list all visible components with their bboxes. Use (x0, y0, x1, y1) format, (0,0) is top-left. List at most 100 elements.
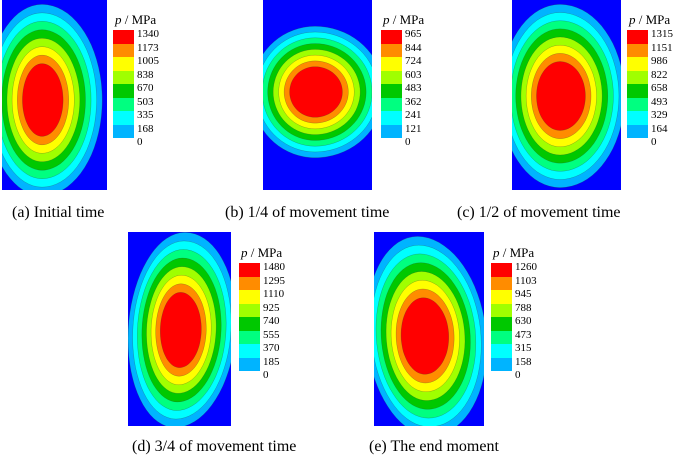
legend-swatch (381, 57, 402, 71)
legend-tick: 1151 (651, 41, 673, 54)
legend-tick: 315 (515, 342, 532, 354)
legend-tick: 121 (405, 122, 422, 135)
legend-tick: 168 (137, 122, 154, 135)
legend-tick: 329 (651, 109, 668, 121)
legend-tick: 493 (651, 95, 668, 108)
legend-tick: 844 (405, 41, 422, 54)
legend-tick: 0 (137, 136, 143, 148)
caption-e: (e) The end moment (369, 438, 499, 455)
contour-level-8 (536, 61, 586, 131)
legend-variable: p (493, 245, 500, 260)
legend-unit: / MPa (635, 12, 671, 27)
contour-plot-b (263, 0, 372, 190)
legend-tick: 1295 (263, 274, 285, 287)
legend-tick: 1315 (651, 28, 673, 40)
legend-swatch (381, 97, 402, 111)
legend-title-a: p / MPa (115, 12, 156, 28)
legend-tick: 362 (405, 95, 422, 108)
legend-swatch (381, 124, 402, 138)
legend-tick: 1103 (515, 274, 537, 287)
legend-tick: 473 (515, 328, 532, 341)
legend-tick: 1173 (137, 41, 159, 54)
legend-tick: 630 (515, 315, 532, 327)
caption-d: (d) 3/4 of movement time (132, 438, 297, 455)
legend-tick: 241 (405, 109, 422, 121)
caption-b: (b) 1/4 of movement time (225, 204, 390, 221)
legend-swatch (113, 84, 134, 98)
legend-title-b: p / MPa (383, 12, 424, 28)
legend-swatch (239, 290, 260, 304)
legend-swatch (491, 317, 512, 331)
legend-swatch (113, 43, 134, 57)
legend-tick: 788 (515, 301, 532, 314)
legend-tick: 158 (515, 355, 532, 368)
legend-tick: 670 (137, 82, 154, 94)
legend-tick: 1480 (263, 261, 285, 273)
legend-tick: 945 (515, 288, 532, 300)
legend-tick: 658 (651, 82, 668, 94)
legend-swatch (239, 357, 260, 371)
legend-unit: / MPa (389, 12, 425, 27)
legend-tick: 1110 (263, 288, 285, 300)
legend-tick: 185 (263, 355, 280, 368)
legend-swatch (113, 57, 134, 71)
legend-title-e: p / MPa (493, 245, 534, 261)
contour-level-8 (22, 63, 64, 137)
legend-variable: p (115, 12, 122, 27)
legend-unit: / MPa (247, 245, 283, 260)
legend-tick: 555 (263, 328, 280, 341)
legend-title-c: p / MPa (629, 12, 670, 28)
legend-swatch (627, 84, 648, 98)
legend-tick: 822 (651, 68, 668, 81)
legend-swatch (627, 30, 648, 44)
caption-a: (a) Initial time (12, 204, 105, 221)
legend-swatch (491, 357, 512, 371)
legend-swatch (627, 124, 648, 138)
legend-swatch (627, 43, 648, 57)
legend-tick: 740 (263, 315, 280, 327)
contour-level-8 (160, 292, 202, 368)
caption-c: (c) 1/2 of movement time (457, 204, 621, 221)
legend-tick: 0 (651, 136, 657, 148)
legend-swatch (491, 303, 512, 317)
legend-swatch (239, 344, 260, 358)
legend-tick: 483 (405, 82, 422, 94)
legend-tick: 1340 (137, 28, 159, 40)
legend-swatch (113, 70, 134, 84)
legend-variable: p (383, 12, 390, 27)
contour-level-8 (400, 297, 449, 375)
legend-swatch (491, 344, 512, 358)
legend-tick: 724 (405, 55, 422, 67)
legend-tick: 503 (137, 95, 154, 108)
legend-swatch (239, 263, 260, 277)
legend-swatch (239, 330, 260, 344)
contour-plot-d (128, 232, 231, 426)
legend-swatch (381, 43, 402, 57)
legend-swatch (627, 111, 648, 125)
contour-plot-a (2, 0, 107, 190)
contour-plot-e (374, 232, 484, 426)
legend-tick: 1005 (137, 55, 159, 67)
legend-variable: p (629, 12, 636, 27)
legend-tick: 965 (405, 28, 422, 40)
legend-tick: 370 (263, 342, 280, 354)
legend-swatch (627, 97, 648, 111)
legend-swatch (113, 111, 134, 125)
legend-tick: 0 (515, 369, 521, 381)
legend-unit: / MPa (499, 245, 535, 260)
contour-plot-c (512, 0, 621, 190)
legend-swatch (239, 276, 260, 290)
legend-swatch (113, 124, 134, 138)
legend-title-d: p / MPa (241, 245, 282, 261)
legend-tick: 0 (405, 136, 411, 148)
legend-tick: 335 (137, 109, 154, 121)
legend-variable: p (241, 245, 248, 260)
legend-tick: 925 (263, 301, 280, 314)
legend-swatch (491, 276, 512, 290)
legend-swatch (113, 97, 134, 111)
legend-swatch (239, 317, 260, 331)
legend-unit: / MPa (121, 12, 157, 27)
contour-level-8 (289, 66, 343, 118)
legend-swatch (627, 70, 648, 84)
legend-swatch (113, 30, 134, 44)
